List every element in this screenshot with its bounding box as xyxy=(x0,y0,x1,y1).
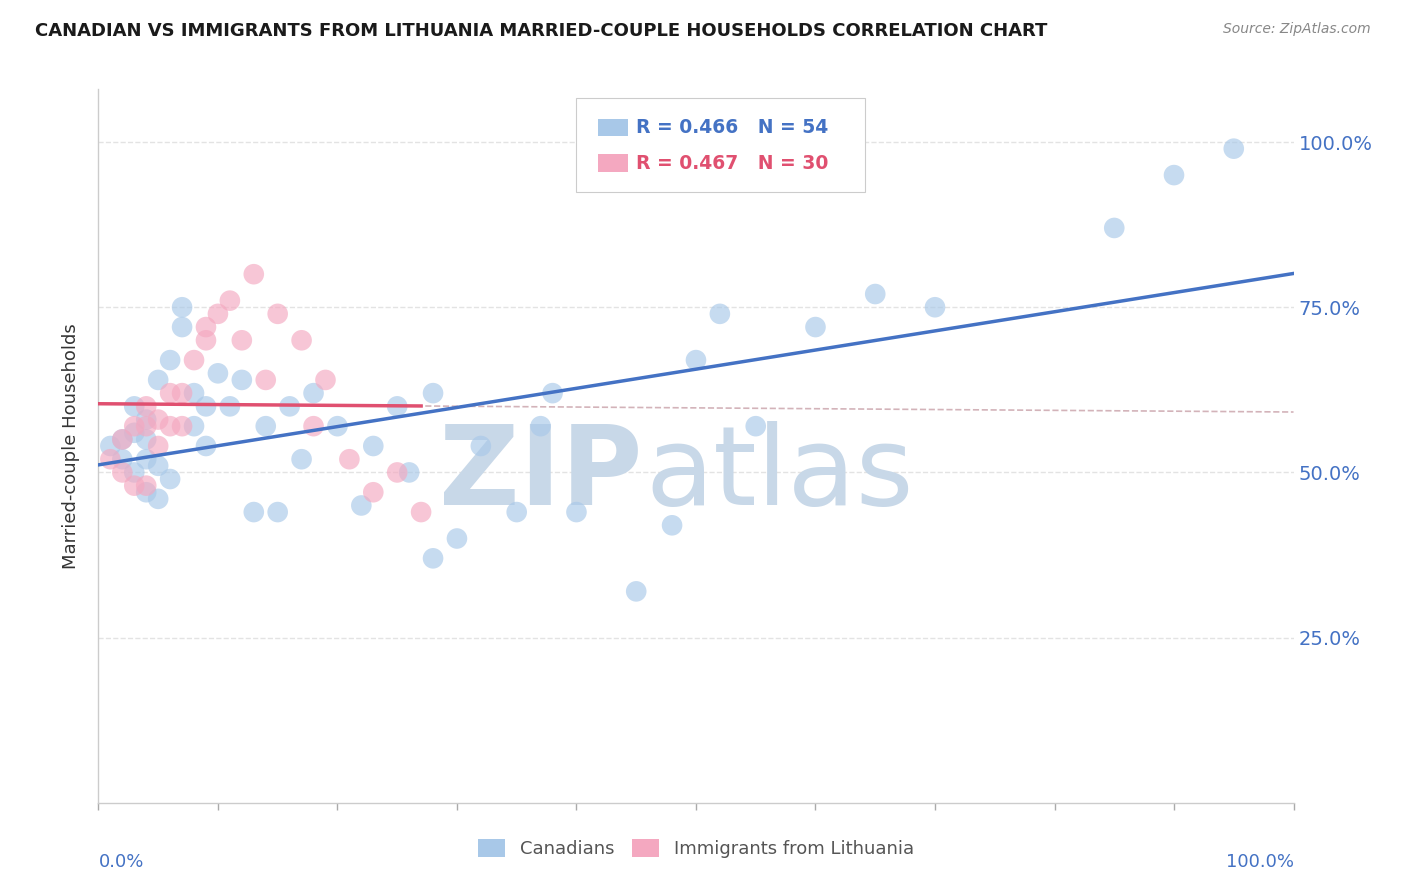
Point xyxy=(363,439,385,453)
Text: Source: ZipAtlas.com: Source: ZipAtlas.com xyxy=(1223,22,1371,37)
Text: atlas: atlas xyxy=(645,421,914,528)
Legend: Canadians, Immigrants from Lithuania: Canadians, Immigrants from Lithuania xyxy=(471,831,921,865)
Text: R = 0.466   N = 54: R = 0.466 N = 54 xyxy=(636,118,828,137)
Point xyxy=(148,458,170,473)
Point xyxy=(278,400,301,414)
Point xyxy=(195,439,218,453)
Point xyxy=(98,452,122,467)
Point xyxy=(385,400,409,414)
Point xyxy=(183,353,205,368)
Point xyxy=(709,307,731,321)
Point xyxy=(183,419,205,434)
Point xyxy=(183,386,205,401)
Point xyxy=(541,386,564,401)
Point xyxy=(172,300,194,314)
Point xyxy=(231,373,253,387)
Point xyxy=(195,333,218,347)
Point xyxy=(1223,142,1246,156)
Point xyxy=(326,419,349,434)
Point xyxy=(422,551,444,566)
Point xyxy=(339,452,361,467)
Point xyxy=(398,466,420,480)
Point xyxy=(865,287,887,301)
Text: 100.0%: 100.0% xyxy=(1226,853,1294,871)
Point xyxy=(135,412,157,426)
Point xyxy=(148,412,170,426)
Point xyxy=(565,505,588,519)
Point xyxy=(1104,221,1126,235)
Point xyxy=(148,439,170,453)
Point xyxy=(254,373,277,387)
Point xyxy=(98,439,122,453)
Point xyxy=(470,439,492,453)
Point xyxy=(135,452,157,467)
Point xyxy=(219,400,242,414)
Point xyxy=(195,320,218,334)
Point xyxy=(219,293,242,308)
Point xyxy=(111,466,134,480)
Point xyxy=(135,485,157,500)
Point xyxy=(124,478,146,492)
Point xyxy=(626,584,648,599)
Text: ZIP: ZIP xyxy=(439,421,643,528)
Point xyxy=(1163,168,1185,182)
Point xyxy=(207,367,229,381)
Point xyxy=(148,373,170,387)
Point xyxy=(315,373,337,387)
Point xyxy=(385,466,409,480)
Point xyxy=(267,505,290,519)
Point xyxy=(231,333,253,347)
Y-axis label: Married-couple Households: Married-couple Households xyxy=(62,323,80,569)
Point xyxy=(254,419,277,434)
Point xyxy=(207,307,229,321)
Point xyxy=(195,400,218,414)
Point xyxy=(135,419,157,434)
Point xyxy=(661,518,683,533)
Point xyxy=(267,307,290,321)
Point xyxy=(243,267,266,281)
Point xyxy=(243,505,266,519)
Point xyxy=(291,333,314,347)
Point xyxy=(685,353,707,368)
Point xyxy=(111,452,134,467)
Point xyxy=(745,419,768,434)
Point xyxy=(446,532,468,546)
Point xyxy=(135,433,157,447)
Point xyxy=(124,466,146,480)
Point xyxy=(159,353,181,368)
Point xyxy=(135,400,157,414)
Point xyxy=(135,478,157,492)
Text: 0.0%: 0.0% xyxy=(98,853,143,871)
Point xyxy=(159,386,181,401)
Point xyxy=(124,419,146,434)
Point xyxy=(302,386,325,401)
Point xyxy=(172,386,194,401)
Point xyxy=(804,320,827,334)
Point xyxy=(422,386,444,401)
Point xyxy=(411,505,433,519)
Point xyxy=(159,419,181,434)
Point xyxy=(924,300,946,314)
Text: R = 0.467   N = 30: R = 0.467 N = 30 xyxy=(636,153,828,173)
Point xyxy=(124,400,146,414)
Point xyxy=(172,320,194,334)
Point xyxy=(124,425,146,440)
Point xyxy=(506,505,529,519)
Point xyxy=(172,419,194,434)
Point xyxy=(148,491,170,506)
Point xyxy=(111,433,134,447)
Point xyxy=(159,472,181,486)
Point xyxy=(530,419,553,434)
Point xyxy=(363,485,385,500)
Point xyxy=(111,433,134,447)
Point xyxy=(350,499,373,513)
Point xyxy=(302,419,325,434)
Text: CANADIAN VS IMMIGRANTS FROM LITHUANIA MARRIED-COUPLE HOUSEHOLDS CORRELATION CHAR: CANADIAN VS IMMIGRANTS FROM LITHUANIA MA… xyxy=(35,22,1047,40)
Point xyxy=(291,452,314,467)
